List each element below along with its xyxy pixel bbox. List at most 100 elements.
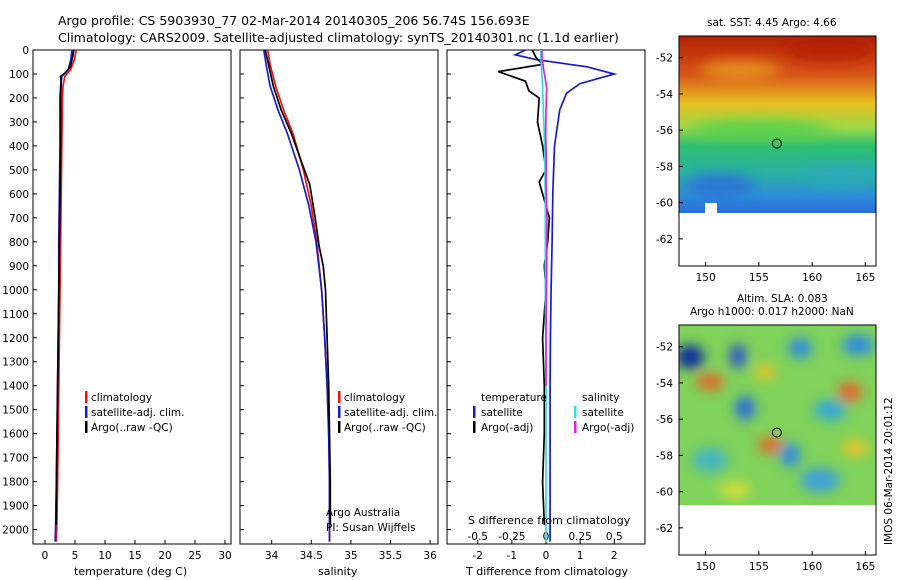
depth-tick-label: 1200 — [2, 333, 29, 345]
x-tick-label: -1 — [507, 550, 517, 562]
sst-y-ticks: -52 -54 -56 -58 -60 -62 — [656, 53, 683, 246]
sla-eddy — [758, 437, 782, 453]
attribution-line2: PI: Susan Wijffels — [326, 522, 416, 534]
x-tick-label: 10 — [98, 550, 111, 562]
sst-missing-data — [705, 203, 717, 213]
sla-eddy — [842, 335, 874, 355]
sla-eddy — [735, 396, 755, 420]
sla-map-panel: Altim. SLA: 0.083 Argo h1000: 0.017 h200… — [656, 293, 877, 573]
sla-profile-marker — [771, 427, 782, 438]
sst-map-panel: sat. SST: 4.45 Argo: 4.66 -52 -54 -56 -58 -6… — [656, 17, 877, 284]
temperature-x-label: temperature (deg C) — [74, 565, 187, 578]
temperature-legend: climatology satellite-adj. clim. Argo(..… — [85, 391, 184, 434]
x-tick-label: 25 — [188, 550, 201, 562]
imos-timestamp: IMOS 06-Mar-2014 20:01:12 — [883, 397, 895, 545]
legend-swatch-sal-argo — [574, 421, 577, 433]
legend-label-temp-argo: Argo(-adj) — [481, 422, 533, 434]
legend-label-argo: Argo(..raw -QC) — [91, 422, 173, 434]
s-diff-tick-label: 0.5 — [606, 531, 623, 543]
salinity-panel: 34 34.5 35 35.5 36 salinity climatology sate… — [239, 49, 439, 578]
depth-tick-label: 600 — [9, 189, 29, 201]
series-satellite-33dddd — [539, 49, 547, 542]
legend-label-temp-satellite: satellite — [481, 407, 523, 419]
depth-tick-label: 100 — [9, 69, 29, 81]
x-tick-label: 5 — [72, 550, 79, 562]
temperature-panel: 0100200300400500600700800900100011001200… — [2, 45, 231, 578]
legend-label-satellite: satellite-adj. clim. — [344, 407, 437, 419]
map-y-tick-label: -52 — [656, 53, 673, 65]
depth-tick-label: 1500 — [2, 405, 29, 417]
sst-warm-patch — [785, 38, 875, 62]
legend-label-climatology: climatology — [91, 392, 152, 404]
temperature-x-ticks: 0 5 10 15 20 25 30 — [33, 49, 232, 562]
depth-tick-label: 700 — [9, 213, 29, 225]
depth-tick-labels: 0 100 200 300 400 500 600 700 800 900 1000 1100 1200… — [2, 45, 29, 537]
depth-tick-label: 1900 — [2, 501, 29, 513]
sla-eddy — [841, 440, 869, 456]
depth-tick-label: 0 — [22, 45, 29, 57]
x-tick-label: 20 — [158, 550, 171, 562]
map-x-tick-label: 165 — [855, 561, 875, 573]
x-tick-label: 15 — [128, 550, 141, 562]
x-tick-label: 34.5 — [300, 550, 323, 562]
map-x-tick-label: 165 — [855, 272, 875, 284]
difference-x-ticks: -2 -1 0 1 2 — [447, 49, 618, 562]
legend-swatch-climatology — [85, 391, 88, 403]
s-diff-tick-label: -0.5 — [467, 531, 488, 543]
sst-profile-marker — [771, 138, 782, 149]
legend-label-climatology: climatology — [344, 392, 405, 404]
depth-tick-label: 1000 — [2, 285, 29, 297]
x-tick-label: 0 — [42, 550, 49, 562]
x-tick-label: 36 — [423, 550, 437, 562]
series-argo-raw-qc-000000 — [55, 49, 75, 525]
map-y-tick-label: -60 — [656, 487, 673, 499]
legend-swatch-temp-satellite — [473, 406, 476, 418]
legend-label-satellite: satellite-adj. clim. — [91, 407, 184, 419]
sla-heatmap — [679, 325, 876, 505]
map-y-tick-label: -54 — [656, 378, 673, 390]
legend-swatch-argo — [85, 421, 88, 433]
map-x-tick-label: 150 — [696, 272, 716, 284]
map-y-tick-label: -62 — [656, 234, 673, 246]
legend-swatch-temp-argo — [473, 421, 476, 433]
depth-tick-label: 2000 — [2, 525, 29, 537]
legend-label-sal-argo: Argo(-adj) — [582, 422, 634, 434]
salinity-x-label: salinity — [318, 565, 358, 578]
x-tick-label: 34 — [265, 550, 279, 562]
s-diff-tick-label: -0.25 — [498, 531, 525, 543]
map-y-tick-label: -54 — [656, 89, 673, 101]
temperature-series — [54, 49, 78, 542]
depth-tick-label: 800 — [9, 237, 29, 249]
depth-tick-label: 1700 — [2, 453, 29, 465]
series-argo-adj-dd22dd — [541, 49, 548, 386]
series-satellite-1a1acc — [512, 49, 618, 542]
sla-eddy — [800, 468, 840, 492]
x-tick-label: 2 — [611, 550, 618, 562]
sla-eddy — [692, 448, 728, 472]
salinity-x-ticks: 34 34.5 35 35.5 36 — [240, 49, 437, 562]
sla-eddy — [679, 345, 704, 369]
sla-eddy — [696, 374, 724, 390]
depth-tick-label: 1300 — [2, 357, 29, 369]
sla-eddy — [755, 364, 775, 380]
map-x-tick-label: 155 — [749, 561, 769, 573]
difference-series — [497, 49, 618, 542]
map-y-tick-label: -56 — [656, 414, 673, 426]
legend-label-argo: Argo(..raw -QC) — [344, 422, 426, 434]
sla-eddy — [780, 443, 800, 467]
sla-y-ticks: -52 -54 -56 -58 -60 -62 — [656, 342, 683, 535]
figure-title-line2: Climatology: CARS2009. Satellite-adjuste… — [58, 30, 619, 45]
sst-map-title: sat. SST: 4.45 Argo: 4.66 — [707, 17, 837, 29]
s-diff-tick-label: 0.25 — [568, 531, 591, 543]
legend-header-salinity: salinity — [582, 392, 620, 404]
depth-tick-label: 400 — [9, 141, 29, 153]
sla-axes-frame — [678, 324, 877, 556]
sla-eddy — [788, 338, 812, 358]
x-tick-label: 0 — [543, 550, 550, 562]
legend-swatch-climatology — [338, 391, 341, 403]
sla-eddy — [719, 482, 751, 498]
map-x-tick-label: 160 — [802, 561, 822, 573]
legend-swatch-sal-satellite — [574, 406, 577, 418]
map-x-tick-label: 155 — [749, 272, 769, 284]
